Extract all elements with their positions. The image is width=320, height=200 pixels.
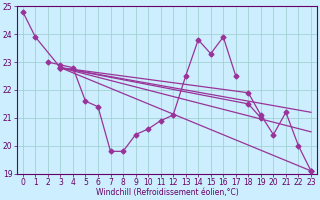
X-axis label: Windchill (Refroidissement éolien,°C): Windchill (Refroidissement éolien,°C): [96, 188, 238, 197]
